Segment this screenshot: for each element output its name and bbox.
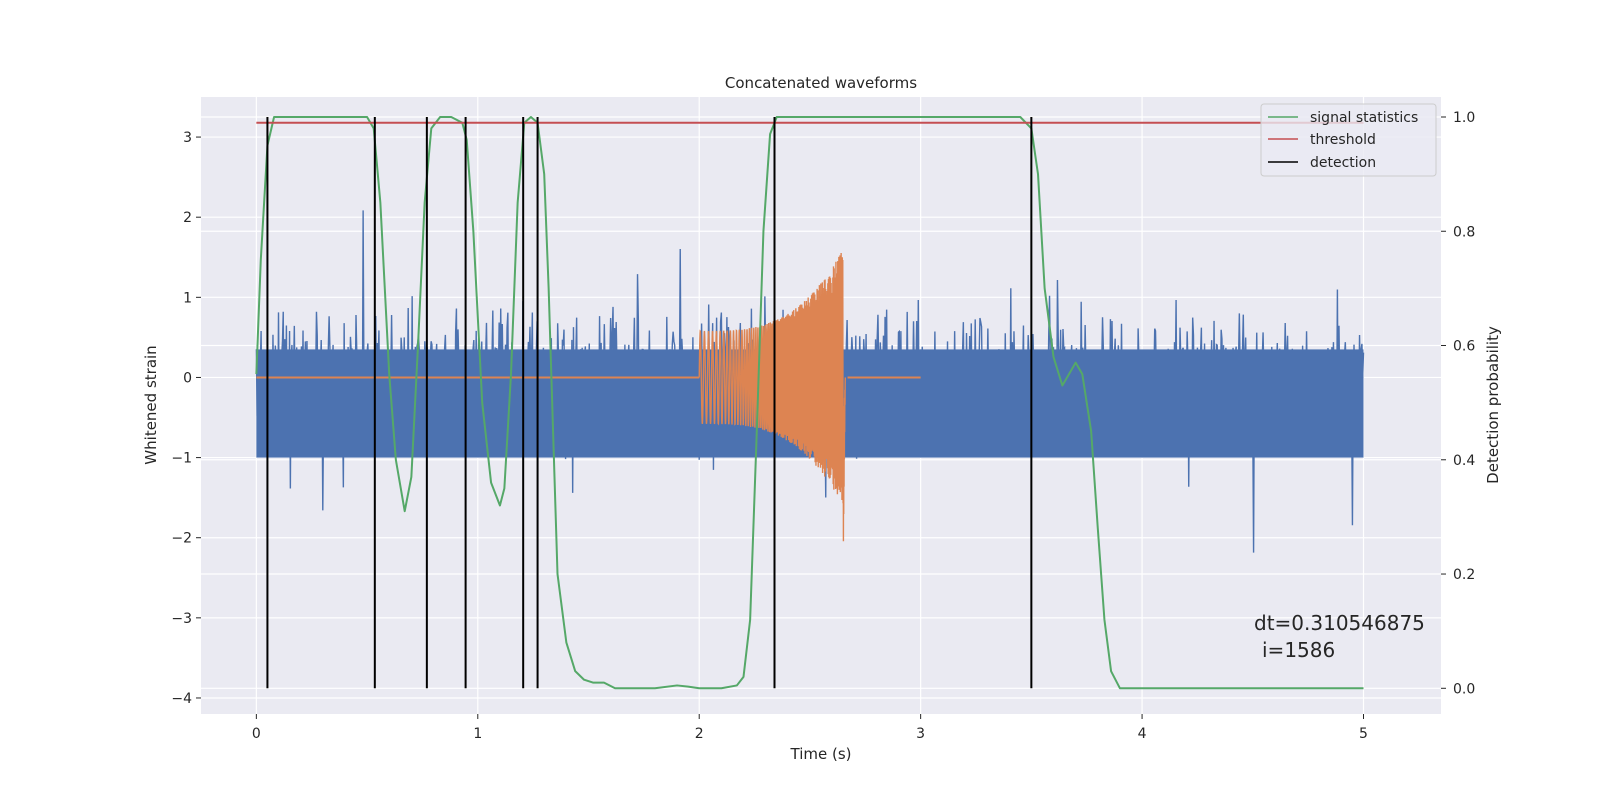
x-tick-label: 3 xyxy=(916,726,925,742)
x-tick-label: 5 xyxy=(1359,726,1368,742)
x-tick-label: 2 xyxy=(695,726,704,742)
x-axis-label: Time (s) xyxy=(790,745,852,763)
injected-chirp-series xyxy=(256,252,921,542)
chirp-line xyxy=(698,252,847,542)
annotation-dt: dt=0.310546875 xyxy=(1254,611,1425,635)
legend-label-signal-statistics: signal statistics xyxy=(1310,110,1418,126)
x-tick-label: 1 xyxy=(473,726,482,742)
legend-label-threshold: threshold xyxy=(1310,132,1376,148)
y-right-tick-label: 0.4 xyxy=(1453,453,1475,469)
legend: signal statistics threshold detection xyxy=(1260,103,1437,177)
y-left-tick-label: −2 xyxy=(171,531,192,547)
y-left-tick-label: 3 xyxy=(183,130,192,146)
y-right-tick-label: 0.6 xyxy=(1453,339,1475,355)
y-right-tick-label: 0.8 xyxy=(1453,224,1475,240)
y-right-tick-label: 1.0 xyxy=(1453,110,1475,126)
y-left-tick-label: 0 xyxy=(183,370,192,386)
y-left-tick-label: −4 xyxy=(171,691,192,707)
y-right-tick-label: 0.0 xyxy=(1453,681,1475,697)
chart-title: Concatenated waveforms xyxy=(725,74,917,92)
y-right-axis-label: Detection probability xyxy=(1484,326,1502,484)
y-left-tick-label: −3 xyxy=(171,611,192,627)
axis-ticks: 0 1 2 3 4 5 −4 −3 −2 −1 0 1 2 3 0.0 0.2 0.4 0.6 0.8 1.0 xyxy=(171,110,1475,742)
y-left-axis-label: Whitened strain xyxy=(142,345,160,464)
annotation-i: i=1586 xyxy=(1262,638,1335,662)
y-left-tick-label: 2 xyxy=(183,210,192,226)
y-left-tick-label: −1 xyxy=(171,451,192,467)
signal-statistics-line xyxy=(255,116,1364,690)
legend-label-detection: detection xyxy=(1310,155,1376,171)
legend-box xyxy=(1260,103,1437,177)
x-tick-label: 0 xyxy=(252,726,261,742)
right-axis-series xyxy=(255,116,1364,690)
x-tick-label: 4 xyxy=(1138,726,1147,742)
y-left-tick-label: 1 xyxy=(183,290,192,306)
y-right-tick-label: 0.2 xyxy=(1453,567,1475,583)
